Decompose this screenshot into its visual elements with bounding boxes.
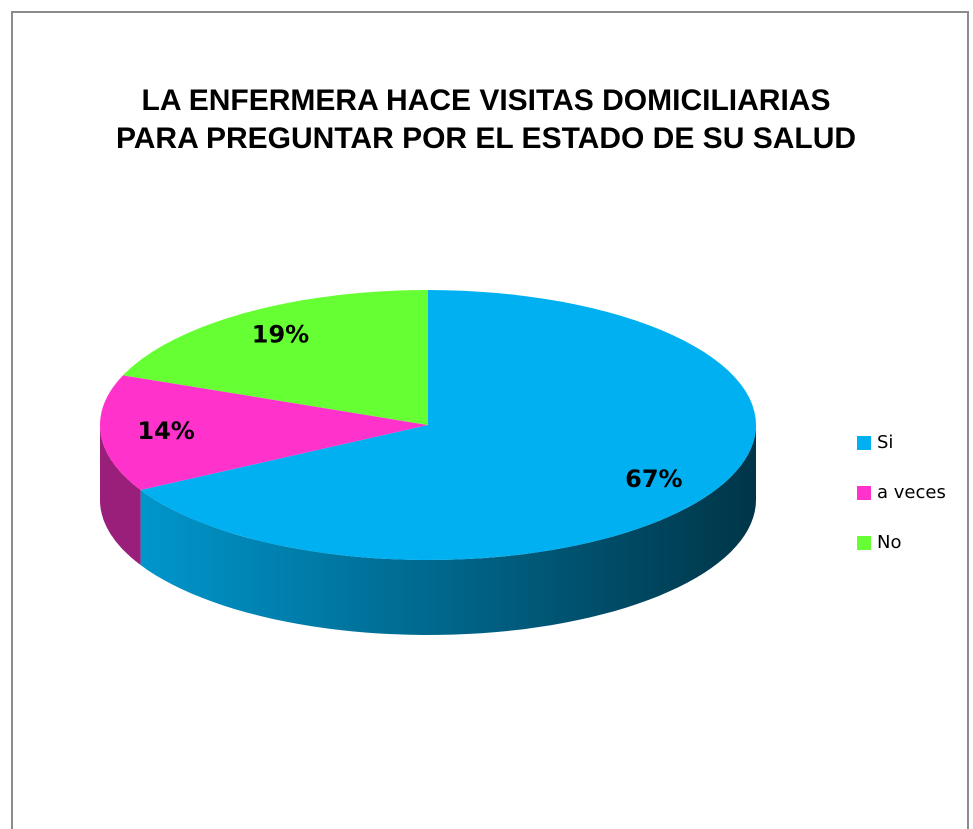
slice (140, 290, 757, 560)
legend-label: Si (877, 432, 893, 453)
slice-side (140, 425, 757, 635)
legend-swatch (857, 486, 871, 500)
value-label: 19% (252, 321, 309, 349)
value-label: 14% (137, 417, 194, 445)
legend-swatch (857, 436, 871, 450)
legend-swatch (857, 536, 871, 550)
chart-title: LA ENFERMERA HACE VISITAS DOMICILIARIAS … (115, 84, 857, 155)
chart-border (11, 11, 969, 829)
value-label: 67% (625, 465, 682, 493)
slice (100, 375, 428, 490)
legend-label: a veces (877, 482, 946, 503)
slice-side (100, 425, 141, 565)
slice (123, 290, 428, 425)
legend-label: No (877, 532, 901, 553)
